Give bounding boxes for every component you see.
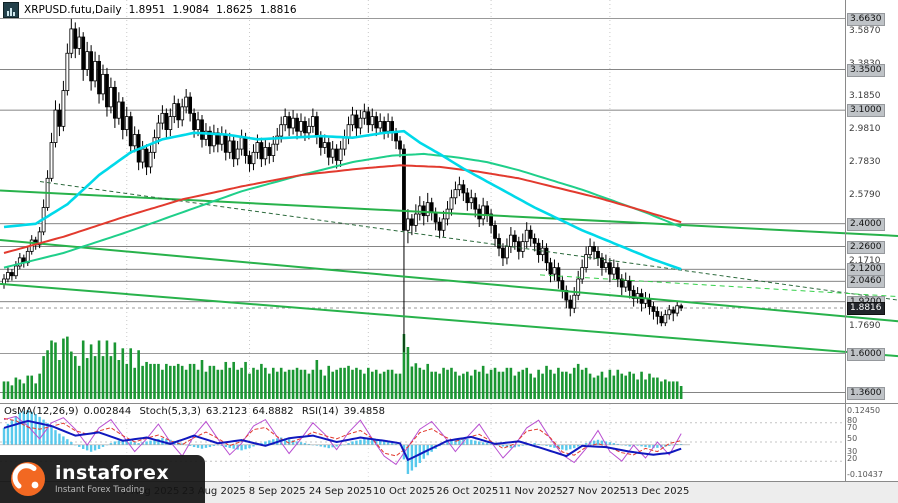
trendline[interactable] xyxy=(539,274,898,298)
current-price-badge: 1.8816 xyxy=(847,301,885,315)
volume-layer xyxy=(2,334,683,399)
stoch-d-line xyxy=(3,418,682,457)
price-level-badge: 3.6630 xyxy=(847,12,885,26)
price-axis-border xyxy=(845,0,846,481)
oscillator-axis-label: 30 xyxy=(847,447,858,456)
oscillator-header: OsMA(12,26,9) 0.002844 Stoch(5,3,3) 63.212… xyxy=(4,406,390,417)
ohlc-high: 1.9084 xyxy=(172,4,210,16)
x-axis-label: 13 Dec 2025 xyxy=(625,486,690,497)
logo-tagline: Instant Forex Trading xyxy=(55,485,145,495)
x-axis-label: 11 Nov 2025 xyxy=(498,486,563,497)
price-level-badge: 3.1000 xyxy=(847,104,885,118)
stoch-k-value: 63.2123 xyxy=(205,406,248,417)
symbol-period-label: XRPUSD.futu,Daily xyxy=(24,4,122,16)
oscillator-axis-label: -0.10437 xyxy=(847,470,883,479)
ma-green[interactable] xyxy=(3,152,682,269)
broker-watermark: instaforex Instant Forex Trading xyxy=(0,455,205,503)
price-tick-label: 3.1850 xyxy=(849,91,881,102)
rsi-label: RSI(14) xyxy=(301,406,339,417)
trendline[interactable] xyxy=(0,282,898,358)
trendline[interactable] xyxy=(39,181,898,301)
stoch-d-value: 64.8882 xyxy=(252,406,294,417)
chart-icon xyxy=(3,2,19,18)
price-tick-label: 2.5790 xyxy=(849,189,881,200)
panel-separator[interactable] xyxy=(0,403,898,404)
price-level-badge: 3.3500 xyxy=(847,63,885,77)
x-axis-label: 27 Nov 2025 xyxy=(562,486,627,497)
x-axis-label: 8 Sep 2025 xyxy=(248,486,306,497)
price-axis[interactable]: 3.58703.38303.18502.98102.78302.57902.17… xyxy=(845,0,898,481)
trendline[interactable] xyxy=(0,189,898,237)
price-tick-label: 2.7830 xyxy=(849,156,881,167)
logo-text: instaforex xyxy=(55,462,170,484)
price-tick-label: 3.5870 xyxy=(849,26,881,37)
price-level-badge: 1.3600 xyxy=(847,386,885,400)
x-axis-label: 10 Oct 2025 xyxy=(373,486,435,497)
osma-value: 0.002844 xyxy=(83,406,132,417)
osma-label: OsMA(12,26,9) xyxy=(4,406,79,417)
x-axis-label: 23 Aug 2025 xyxy=(181,486,246,497)
price-tick-label: 2.9810 xyxy=(849,124,881,135)
stoch-label: Stoch(5,3,3) xyxy=(139,406,201,417)
price-tick-label: 1.7690 xyxy=(849,321,881,332)
ohlc-close: 1.8816 xyxy=(259,4,297,16)
rsi-line xyxy=(3,419,682,461)
date-axis-border xyxy=(0,481,898,482)
candles-layer xyxy=(2,18,684,353)
ohlc-low: 1.8625 xyxy=(216,4,253,16)
price-chart-area[interactable] xyxy=(0,0,898,481)
oscillator-axis-label: 20 xyxy=(847,454,858,463)
instaforex-logo-icon xyxy=(11,462,45,496)
ma-red[interactable] xyxy=(3,164,682,254)
ohlc-open: 1.8951 xyxy=(128,4,166,16)
symbol-header: XRPUSD.futu,Daily 1.8951 1.9084 1.8625 1… xyxy=(3,2,297,18)
x-axis-label: 24 Sep 2025 xyxy=(308,486,373,497)
oscillator-axis-label: 70 xyxy=(847,423,858,432)
price-level-badge: 2.2600 xyxy=(847,240,885,254)
price-tick-label: 2.1710 xyxy=(849,255,881,266)
oscillator-axis-label: 50 xyxy=(847,434,858,443)
price-level-badge: 2.4000 xyxy=(847,217,885,231)
ma-cyan[interactable] xyxy=(3,129,682,271)
trendline[interactable] xyxy=(0,239,898,323)
rsi-value: 39.4858 xyxy=(343,406,385,417)
oscillator-axis-label: 0.12450 xyxy=(847,406,881,415)
oscillator-axis-label: 80 xyxy=(847,416,858,425)
price-level-badge: 2.0460 xyxy=(847,275,885,289)
price-level-badge: 1.6000 xyxy=(847,347,885,361)
x-axis-label: 26 Oct 2025 xyxy=(436,486,499,497)
